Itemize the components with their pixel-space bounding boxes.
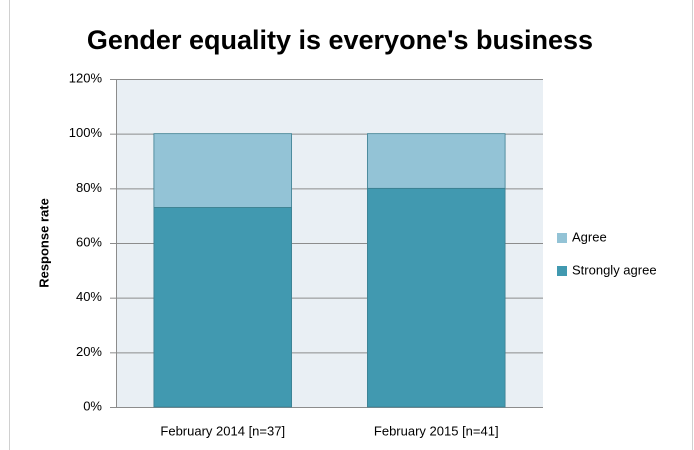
- legend-label: Strongly agree: [572, 262, 657, 277]
- y-tick-label: 20%: [76, 344, 102, 359]
- bar-segment: [153, 207, 293, 408]
- bar-segment: [366, 187, 506, 408]
- legend-swatch: [557, 266, 567, 276]
- y-tick-label: 0%: [83, 398, 102, 413]
- chart-title: Gender equality is everyone's business: [87, 25, 593, 55]
- bar-segment: [153, 133, 293, 208]
- y-tick-label: 100%: [69, 125, 103, 140]
- y-axis-label: Response rate: [36, 198, 51, 288]
- y-tick-label: 80%: [76, 180, 102, 195]
- legend-swatch: [557, 233, 567, 243]
- legend-label: Agree: [572, 229, 607, 244]
- y-tick-label: 40%: [76, 289, 102, 304]
- x-tick-label: February 2015 [n=41]: [374, 423, 499, 438]
- x-tick-label: February 2014 [n=37]: [160, 423, 285, 438]
- bar-segment: [366, 133, 506, 189]
- y-tick-label: 120%: [69, 70, 103, 85]
- y-tick-label: 60%: [76, 234, 102, 249]
